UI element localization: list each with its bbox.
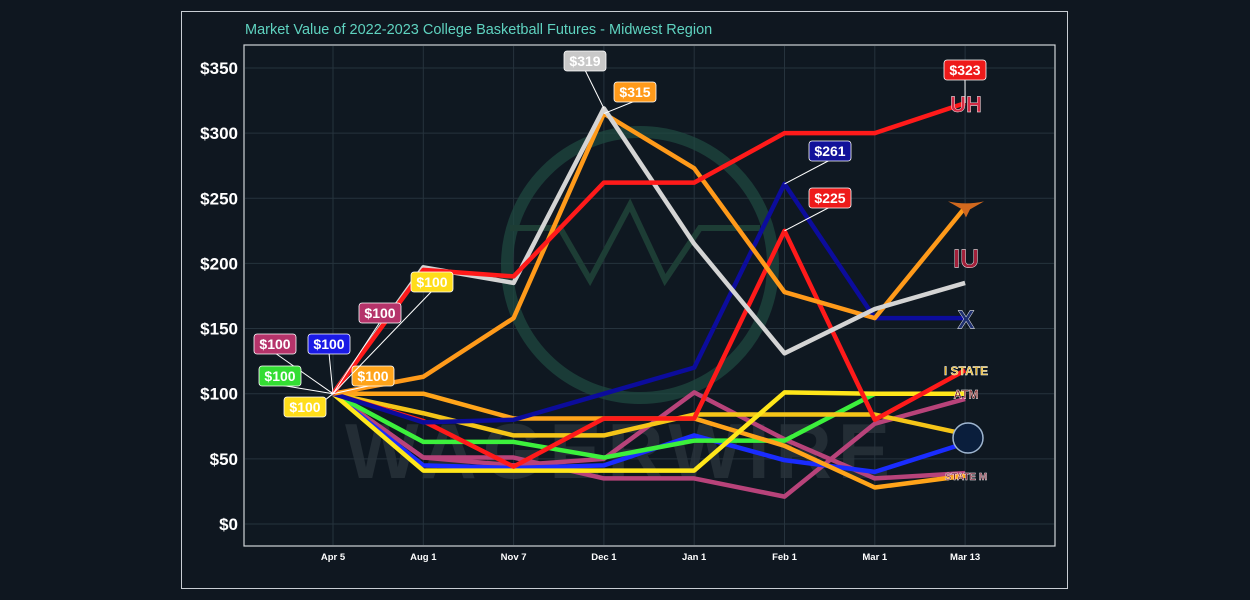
x-tick-label: Mar 1 [862,552,888,563]
annotation-label: $100 [364,305,395,321]
y-tick-label: $350 [200,59,238,78]
x-tick-label: Jan 1 [682,552,707,563]
annotation-label: $100 [264,368,295,384]
x-tick-label: Mar 13 [950,552,980,563]
annotation-box [410,271,454,293]
annotation-leader [584,69,605,109]
annotation-box [358,302,402,324]
annotation-label: $100 [416,274,447,290]
annotation-leader [279,384,334,395]
annotation-leader [784,159,831,185]
team-logo-texas [948,201,984,218]
team-logo: UH [950,92,982,117]
y-tick-label: $200 [200,254,238,273]
team-logo: X [957,305,975,335]
x-tick-label: Dec 1 [591,552,617,563]
y-tick-label: $300 [200,124,238,143]
annotation-box [808,187,852,209]
y-tick-label: $250 [200,189,238,208]
annotation-leader [784,206,831,232]
annotation-label: $100 [313,336,344,352]
annotation-box [253,333,297,355]
series-line [332,181,966,425]
y-tick-label: $50 [210,450,238,469]
annotation-label: $315 [619,84,650,100]
annotation-box [283,396,327,418]
chart-title: Market Value of 2022-2023 College Basket… [245,22,713,38]
team-logo: STATE M [945,472,987,483]
series-line [332,391,966,438]
annotation-box [307,333,351,355]
x-tick-label: Nov 7 [501,552,527,563]
annotation-box [943,59,987,81]
annotation-label: $225 [814,190,845,206]
x-tick-label: Aug 1 [410,552,437,563]
annotation-box [808,140,852,162]
annotation-leader [274,352,334,395]
annotation-leader [603,100,636,115]
series-line [331,391,876,460]
annotation-label: $261 [814,143,845,159]
x-tick-label: Apr 5 [321,552,346,563]
annotation-leader [328,352,334,394]
y-tick-label: $150 [200,320,238,339]
annotation-label: $323 [949,62,980,78]
annotation-box [258,365,302,387]
annotation-label: $100 [289,399,320,415]
team-logo: I STATE [944,364,988,378]
team-logo: IU [953,243,979,273]
annotation-label: $100 [357,368,388,384]
team-logo: ATM [953,388,978,402]
annotation-label: $100 [259,336,290,352]
annotation-leader [332,321,381,394]
team-logo-iowa [952,422,984,454]
annotation-box [351,365,395,387]
annotation-label: $319 [569,53,600,69]
watermark-logo-circle [501,126,779,404]
y-tick-label: $0 [219,515,238,534]
series-line [331,100,966,396]
annotation-leader [332,384,374,395]
annotation-leader [332,290,433,395]
series-line [331,391,966,499]
annotation-box [613,81,657,103]
series-line [332,111,967,396]
chart-frame [181,11,1068,589]
y-tick-label: $100 [200,385,238,404]
annotation-box [563,50,607,72]
x-tick-label: Feb 1 [772,552,798,563]
series-line [332,228,967,469]
